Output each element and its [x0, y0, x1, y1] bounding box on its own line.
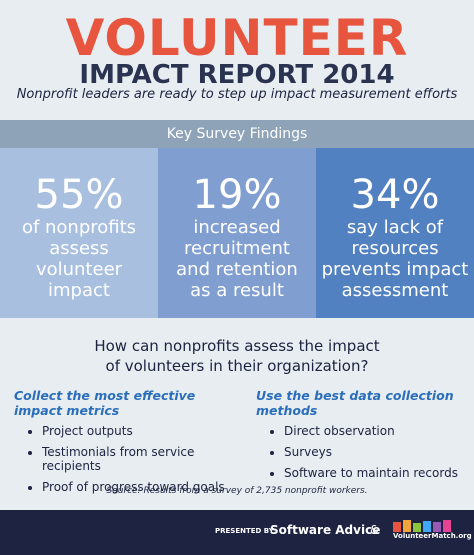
- finding-text: assess: [49, 238, 109, 259]
- column-heading: Use the best data collection methods: [256, 388, 454, 418]
- finding-text: and retention: [176, 259, 298, 280]
- finding-panel: 34% say lack of resources prevents impact as…: [316, 148, 474, 318]
- presented-by: PRESENTED BY: [215, 527, 274, 535]
- bullet-item: Proof of progress toward goals: [42, 480, 244, 494]
- findings-heading: Key Survey Findings: [0, 120, 474, 148]
- stat: 34%: [350, 172, 440, 218]
- subtitle: IMPACT REPORT 2014: [79, 60, 395, 90]
- bullet-list: Direct observation Surveys Software to mai…: [256, 424, 474, 480]
- stat: 19%: [192, 172, 282, 218]
- finding-panel: 19% increased recruitment and retention as a…: [158, 148, 316, 318]
- finding-text: increased: [193, 217, 281, 238]
- sponsor-logo: VolunteerMatch.org: [393, 532, 472, 540]
- question-line: of volunteers in their organization?: [105, 357, 369, 375]
- bullet-item: Project outputs: [42, 424, 244, 438]
- finding-text: of nonprofits: [21, 217, 137, 238]
- bullet-item: Direct observation: [284, 424, 474, 438]
- finding-text: impact: [48, 280, 110, 301]
- finding-text: volunteer: [35, 259, 123, 280]
- title: VOLUNTEER: [65, 9, 409, 67]
- source: Source: Results from a survey of 2,735 n…: [106, 486, 368, 496]
- bullet-item: Surveys: [284, 445, 474, 459]
- sponsor-logo: Software Advice: [270, 523, 381, 537]
- question-line: How can nonprofits assess the impact: [94, 337, 380, 355]
- bullet-item: Software to maintain records: [284, 466, 474, 480]
- footer: PRESENTED BY Software Advice & Volunteer…: [0, 510, 474, 555]
- separator: &: [370, 523, 380, 537]
- bullet-list: Project outputs Testimonials from service…: [14, 424, 244, 494]
- finding-text: say lack of: [346, 217, 444, 238]
- logo-icon: [393, 520, 451, 532]
- finding-text: assessment: [341, 280, 449, 301]
- question: How can nonprofits assess the impact of v…: [0, 336, 474, 376]
- finding-panel: 55% of nonprofits assess volunteer impact: [0, 148, 158, 318]
- column-heading: Collect the most effective impact metric…: [14, 388, 196, 418]
- tagline: Nonprofit leaders are ready to step up i…: [16, 87, 458, 102]
- method-column: Collect the most effective impact metric…: [14, 388, 244, 501]
- finding-text: recruitment: [184, 238, 290, 259]
- finding-text: prevents impact: [321, 259, 469, 280]
- method-column: Use the best data collection methods Dire…: [256, 388, 474, 487]
- finding-text: resources: [351, 238, 439, 259]
- stat: 55%: [34, 172, 124, 218]
- finding-text: as a result: [190, 280, 284, 301]
- bullet-item: Testimonials from service recipients: [42, 445, 244, 473]
